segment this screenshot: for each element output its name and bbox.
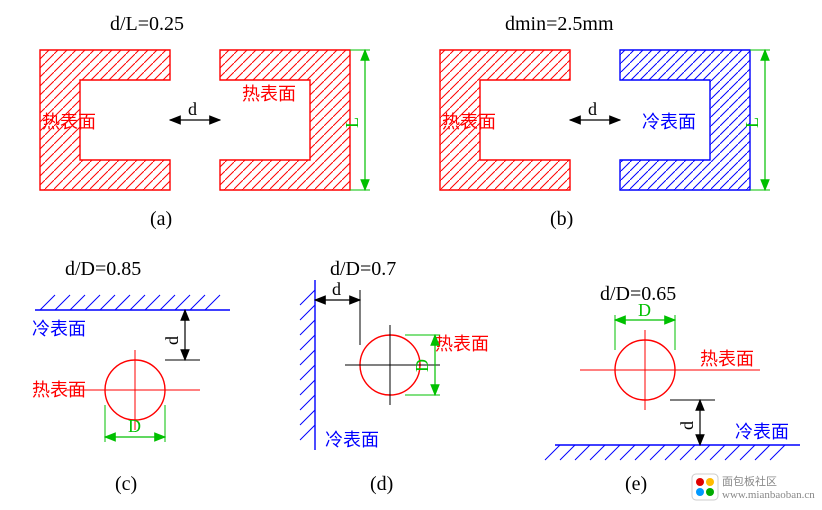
panel-e-cold-hatch [545, 445, 785, 460]
panel-d-caption: (d) [370, 473, 393, 495]
panel-b-left-label: 热表面 [442, 112, 496, 132]
panel-e-caption: (e) [625, 473, 647, 495]
panel-d-cold-label: 冷表面 [325, 430, 379, 450]
panel-b-title: dmin=2.5mm [505, 13, 614, 35]
panel-e: d/D=0.65 D 热表面 冷表面 d (e) [545, 283, 800, 495]
watermark-bottom: www.mianbaoban.cn [722, 489, 815, 501]
panel-a-right-shape [220, 50, 350, 190]
panel-a-dim-L-label: L [342, 117, 362, 128]
panel-c: d/D=0.85 冷表面 热表面 d D (c) [32, 258, 230, 495]
panel-c-caption: (c) [115, 473, 137, 495]
panel-e-dim-D-label: D [638, 300, 651, 320]
panel-a-dim-d-label: d [188, 99, 197, 119]
panel-b-caption: (b) [550, 208, 573, 230]
panel-c-title: d/D=0.85 [65, 258, 141, 280]
panel-d-cold-hatch [300, 290, 315, 440]
panel-e-cold-label: 冷表面 [735, 422, 789, 442]
panel-c-cold-label: 冷表面 [32, 319, 86, 339]
panel-a-left-label: 热表面 [42, 112, 96, 132]
panel-a-right-label: 热表面 [242, 84, 296, 104]
panel-a: d/L=0.25 热表面 热表面 d L (a) [40, 13, 370, 230]
panel-a-title: d/L=0.25 [110, 13, 184, 35]
panel-d: d/D=0.7 冷表面 热表面 d D (d) [300, 258, 489, 495]
watermark: 面包板社区 www.mianbaoban.cn [692, 474, 815, 501]
panel-e-circle-label: 热表面 [700, 349, 754, 369]
panel-b-dim-L-label: L [742, 117, 762, 128]
panel-b-right-label: 冷表面 [642, 112, 696, 132]
panel-c-circle-label: 热表面 [32, 380, 86, 400]
panel-d-dim-d-label: d [332, 279, 341, 299]
panel-d-title: d/D=0.7 [330, 258, 396, 280]
diagram-canvas: d/L=0.25 热表面 热表面 d L (a) dmin=2.5mm 热表面 … [0, 0, 822, 510]
panel-b-dim-d-label: d [588, 99, 597, 119]
panel-d-dim-D-label: D [412, 359, 432, 372]
panel-e-dim-d-label: d [677, 421, 697, 430]
panel-c-dim-D-label: D [128, 416, 141, 436]
panel-b: dmin=2.5mm 热表面 冷表面 d L (b) [440, 13, 770, 230]
panel-a-caption: (a) [150, 208, 172, 230]
watermark-top: 面包板社区 [722, 474, 777, 488]
panel-c-cold-hatch [40, 295, 220, 310]
panel-d-circle-label: 热表面 [435, 334, 489, 354]
panel-c-dim-d-label: d [162, 336, 182, 345]
